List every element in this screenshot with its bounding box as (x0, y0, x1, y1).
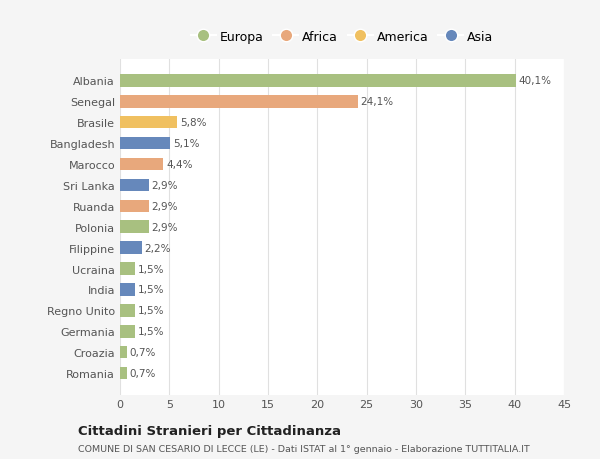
Text: Cittadini Stranieri per Cittadinanza: Cittadini Stranieri per Cittadinanza (78, 424, 341, 437)
Bar (120, 179, 149, 192)
Bar (120, 263, 135, 275)
Bar (120, 200, 149, 213)
Text: 24,1%: 24,1% (361, 97, 394, 107)
Bar (120, 304, 135, 317)
Legend: Europa, Africa, America, Asia: Europa, Africa, America, Asia (185, 26, 499, 49)
Bar (120, 346, 127, 358)
Text: 1,5%: 1,5% (138, 264, 164, 274)
Bar (120, 221, 149, 234)
Bar (120, 325, 135, 338)
Bar (120, 75, 515, 87)
Text: 0,7%: 0,7% (130, 347, 156, 358)
Text: 4,4%: 4,4% (166, 160, 193, 170)
Text: 5,8%: 5,8% (180, 118, 206, 128)
Bar (120, 138, 170, 150)
Bar (120, 242, 142, 254)
Text: 1,5%: 1,5% (138, 326, 164, 336)
Bar (120, 117, 177, 129)
Bar (120, 284, 135, 296)
Text: 2,9%: 2,9% (152, 202, 178, 211)
Text: COMUNE DI SAN CESARIO DI LECCE (LE) - Dati ISTAT al 1° gennaio - Elaborazione TU: COMUNE DI SAN CESARIO DI LECCE (LE) - Da… (78, 444, 530, 453)
Text: 1,5%: 1,5% (138, 306, 164, 316)
Text: 40,1%: 40,1% (518, 76, 551, 86)
Text: 1,5%: 1,5% (138, 285, 164, 295)
Text: 2,9%: 2,9% (152, 180, 178, 190)
Text: 0,7%: 0,7% (130, 368, 156, 378)
Bar (120, 158, 163, 171)
Text: 2,2%: 2,2% (145, 243, 171, 253)
Bar (120, 96, 358, 108)
Bar (120, 367, 127, 380)
Text: 2,9%: 2,9% (152, 222, 178, 232)
Text: 5,1%: 5,1% (173, 139, 200, 149)
